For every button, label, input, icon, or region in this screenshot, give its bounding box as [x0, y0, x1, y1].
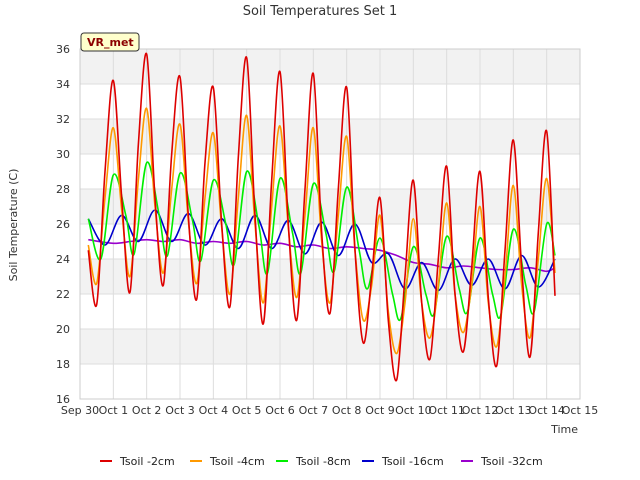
station-badge: VR_met — [80, 32, 140, 52]
plot-band — [80, 84, 580, 119]
x-tick-label: Oct 10 — [395, 404, 432, 417]
plot-band — [80, 189, 580, 224]
y-tick-label: 16 — [56, 393, 70, 406]
legend: Tsoil -2cm Tsoil -4cm Tsoil -8cm Tsoil -16c… — [100, 455, 543, 468]
station-badge-label: VR_met — [87, 36, 134, 49]
y-tick-label: 28 — [56, 183, 70, 196]
y-tick-label: 24 — [56, 253, 70, 266]
y-tick-label: 30 — [56, 148, 70, 161]
y-axis-ticks: 16 18 20 22 24 26 28 30 32 34 36 — [56, 43, 70, 406]
x-tick-label: Oct 3 — [165, 404, 195, 417]
x-tick-label: Oct 12 — [462, 404, 499, 417]
y-tick-label: 26 — [56, 218, 70, 231]
x-tick-label: Oct 7 — [299, 404, 329, 417]
legend-label: Tsoil -4cm — [209, 455, 265, 468]
legend-item: Tsoil -16cm — [362, 455, 444, 468]
x-tick-label: Oct 8 — [332, 404, 362, 417]
x-tick-label: Oct 1 — [99, 404, 129, 417]
y-tick-label: 32 — [56, 113, 70, 126]
x-tick-label: Oct 2 — [132, 404, 162, 417]
x-tick-label: Oct 13 — [495, 404, 532, 417]
station-badge-box — [80, 32, 140, 52]
plot-band — [80, 329, 580, 364]
series-line-tsoil-8cm — [87, 161, 556, 322]
x-tick-label: Sep 30 — [61, 404, 99, 417]
x-tick-label: Oct 4 — [199, 404, 229, 417]
legend-label: Tsoil -16cm — [381, 455, 444, 468]
y-tick-label: 36 — [56, 43, 70, 56]
y-tick-label: 18 — [56, 358, 70, 371]
legend-item: Tsoil -8cm — [276, 455, 351, 468]
chart-title: Soil Temperatures Set 1 — [243, 4, 398, 19]
x-tick-label: Oct 15 — [562, 404, 599, 417]
legend-label: Tsoil -32cm — [480, 455, 543, 468]
y-tick-label: 34 — [56, 78, 70, 91]
x-tick-label: Oct 6 — [265, 404, 295, 417]
plot-band — [80, 154, 580, 189]
legend-item: Tsoil -32cm — [461, 455, 543, 468]
plot-band — [80, 119, 580, 154]
series-lines — [87, 52, 556, 382]
x-tick-label: Oct 9 — [365, 404, 395, 417]
y-axis-label: Soil Temperature (C) — [7, 169, 20, 282]
legend-item: Tsoil -2cm — [100, 455, 175, 468]
y-tick-label: 22 — [56, 288, 70, 301]
plot-frame — [79, 48, 581, 400]
y-tick-label: 20 — [56, 323, 70, 336]
plot-band — [80, 364, 580, 399]
legend-label: Tsoil -8cm — [295, 455, 351, 468]
x-tick-label: Oct 11 — [428, 404, 465, 417]
legend-item: Tsoil -4cm — [190, 455, 265, 468]
series-line-tsoil-2cm — [87, 52, 556, 382]
x-tick-label: Oct 14 — [528, 404, 565, 417]
x-axis-ticks: Sep 30 Oct 1 Oct 2 Oct 3 Oct 4 Oct 5 Oct 6 Oct … — [61, 404, 598, 417]
x-tick-label: Oct 5 — [232, 404, 262, 417]
x-axis-label: Time — [550, 423, 578, 436]
legend-label: Tsoil -2cm — [119, 455, 175, 468]
plot-band — [80, 49, 580, 84]
